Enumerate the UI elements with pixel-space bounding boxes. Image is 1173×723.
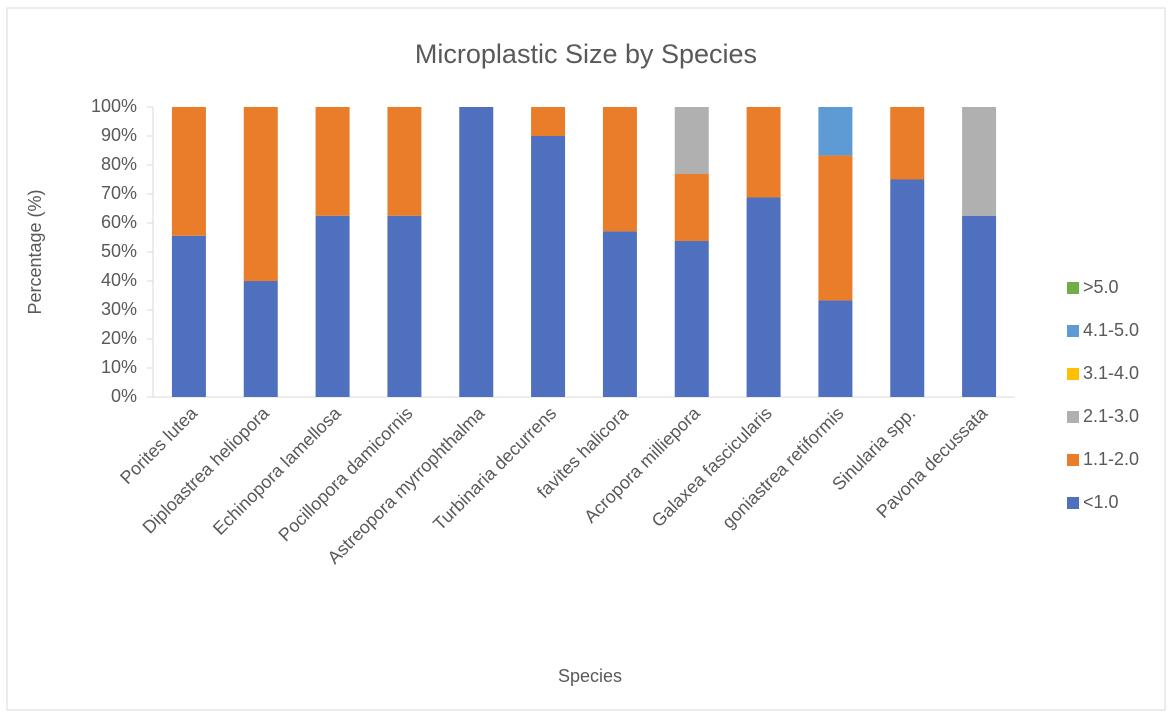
y-tick-label: 0% [111,386,137,406]
bar-segment [387,215,422,397]
legend-swatch [1067,368,1079,380]
bar-segment [387,107,422,216]
legend-label: 3.1-4.0 [1083,363,1139,383]
legend-swatch [1067,325,1079,337]
x-axis-title: Species [558,666,622,686]
bar-segment [674,107,709,174]
bar-segment [531,136,566,397]
bar-segment [890,179,925,397]
y-tick-label: 90% [101,125,137,145]
bar-segment [818,155,853,301]
bar-segment [243,281,278,397]
y-tick-label: 100% [91,96,137,116]
bar-segment [315,107,350,216]
y-tick-label: 30% [101,299,137,319]
chart-title: Microplastic Size by Species [415,39,757,69]
y-tick-label: 40% [101,270,137,290]
bar-segment [674,240,709,397]
y-tick-label: 70% [101,183,137,203]
legend-label: 2.1-3.0 [1083,406,1139,426]
legend-label: 1.1-2.0 [1083,449,1139,469]
bar-segment [602,231,637,397]
legend-swatch [1067,497,1079,509]
bar-segment [531,107,566,136]
bar-segment [818,107,853,156]
legend-swatch [1067,454,1079,466]
bar-segment [746,197,781,397]
legend-swatch [1067,282,1079,294]
y-axis-title: Percentage (%) [25,189,45,314]
bar-segment [171,235,206,397]
y-tick-label: 60% [101,212,137,232]
legend-label: >5.0 [1083,277,1119,297]
bar-segment [962,215,997,397]
y-tick-label: 50% [101,241,137,261]
bar-segment [171,107,206,236]
y-tick-label: 10% [101,357,137,377]
bar-segment [746,107,781,198]
legend-swatch [1067,411,1079,423]
legend-label: 4.1-5.0 [1083,320,1139,340]
bar-segment [818,300,853,397]
bar-segment [459,107,494,397]
y-tick-label: 80% [101,154,137,174]
bar-segment [674,173,709,241]
bar-segment [315,215,350,397]
bar-segment [243,107,278,281]
bar-segment [962,107,997,216]
bar-segment [890,107,925,180]
bar-segment [602,107,637,232]
legend-label: <1.0 [1083,492,1119,512]
y-tick-label: 20% [101,328,137,348]
